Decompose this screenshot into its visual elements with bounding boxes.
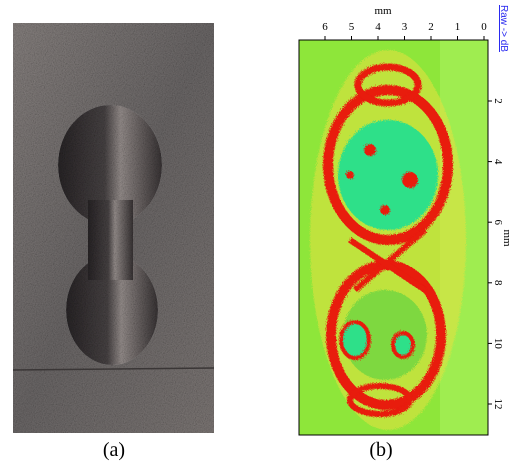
spot [380,205,390,215]
top-tick-label: 1 [455,21,461,33]
caption: (b) [369,439,392,461]
top-tick-label: 0 [481,21,487,33]
top-tick-label: 6 [322,21,328,33]
right-tick-label: 2 [492,98,504,104]
lower-spot [393,333,413,357]
body: (a) mm mm Raw -> dB (b) 654321024681012 … [0,0,511,464]
top-tick-label: 3 [402,21,408,33]
top-tick-label: 5 [349,21,355,33]
figure: (a) mm mm Raw -> dB (b) 654321024681012 [0,0,511,464]
spot [402,172,418,188]
right-axis-label: mm [501,229,511,247]
top-tick-label: 4 [375,21,381,33]
right-tick-label: 4 [492,159,504,165]
right-tick-label: 10 [492,338,504,350]
right-tick-label: 8 [492,280,504,286]
photo-panel: (a) [13,23,214,461]
scan-panel: mm mm Raw -> dB (b) [299,5,511,461]
scale-link[interactable]: Raw -> dB [498,5,509,52]
caption: (a) [103,439,125,461]
top-axis-label: mm [374,5,392,17]
top-tick-label: 2 [428,21,434,33]
scan-pattern [310,50,466,430]
page: {"panels": [ {"caption": "(a)"}, {"capti… [0,0,511,464]
spot [346,171,354,179]
lower-spot [341,322,369,358]
right-tick-label: 6 [492,219,504,225]
right-tick-label: 12 [492,399,504,410]
spot [364,144,376,156]
neck [88,200,133,280]
